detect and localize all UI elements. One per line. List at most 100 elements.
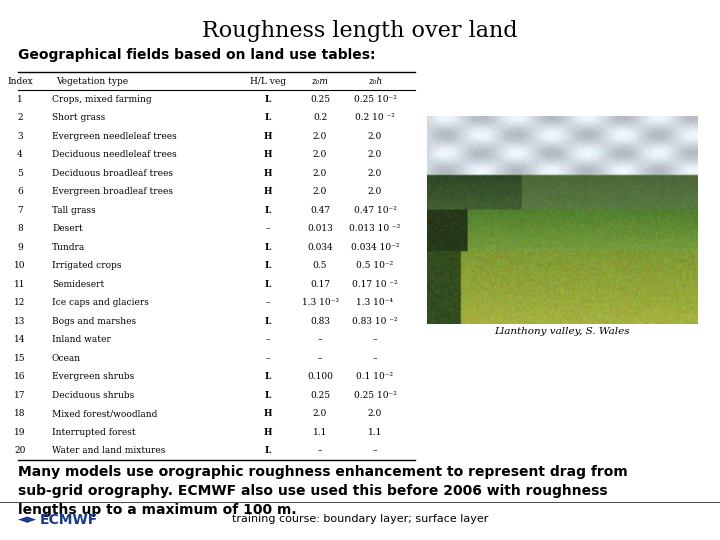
- Text: –: –: [266, 224, 270, 233]
- Text: Tall grass: Tall grass: [52, 206, 96, 215]
- Text: Bogs and marshes: Bogs and marshes: [52, 317, 136, 326]
- Text: Geographical fields based on land use tables:: Geographical fields based on land use ta…: [18, 48, 376, 62]
- Text: Vegetation type: Vegetation type: [56, 77, 128, 85]
- Text: z₀h: z₀h: [368, 77, 382, 85]
- Text: 20: 20: [14, 446, 26, 455]
- Text: 14: 14: [14, 335, 26, 345]
- Text: Desert: Desert: [52, 224, 83, 233]
- Text: 2.0: 2.0: [368, 132, 382, 141]
- Text: 1.3 10⁻⁴: 1.3 10⁻⁴: [356, 298, 394, 307]
- Text: L: L: [265, 446, 271, 455]
- Text: 2.0: 2.0: [313, 132, 327, 141]
- Text: 8: 8: [17, 224, 23, 233]
- Text: 2.0: 2.0: [313, 150, 327, 159]
- Text: Interrupted forest: Interrupted forest: [52, 428, 135, 437]
- Text: 11: 11: [14, 280, 26, 289]
- Text: 1.1: 1.1: [312, 428, 327, 437]
- Text: 0.5: 0.5: [312, 261, 328, 270]
- Text: H: H: [264, 428, 272, 437]
- Text: H: H: [264, 150, 272, 159]
- Text: 9: 9: [17, 243, 23, 252]
- Text: Short grass: Short grass: [52, 113, 105, 122]
- Text: –: –: [373, 335, 377, 345]
- Text: L: L: [265, 261, 271, 270]
- Text: 0.100: 0.100: [307, 372, 333, 381]
- Text: training course: boundary layer; surface layer: training course: boundary layer; surface…: [232, 514, 488, 524]
- Text: 0.013: 0.013: [307, 224, 333, 233]
- Text: 0.25: 0.25: [310, 94, 330, 104]
- Text: 1.3 10⁻³: 1.3 10⁻³: [302, 298, 338, 307]
- Text: 6: 6: [17, 187, 23, 196]
- Text: 0.013 10 ⁻²: 0.013 10 ⁻²: [349, 224, 401, 233]
- Text: 0.5 10⁻²: 0.5 10⁻²: [356, 261, 394, 270]
- Text: 17: 17: [14, 391, 26, 400]
- Text: Tundra: Tundra: [52, 243, 85, 252]
- Text: 0.2: 0.2: [313, 113, 327, 122]
- Text: 15: 15: [14, 354, 26, 363]
- Text: Ice caps and glaciers: Ice caps and glaciers: [52, 298, 149, 307]
- Text: 0.25: 0.25: [310, 391, 330, 400]
- Text: ◄►: ◄►: [18, 514, 37, 526]
- Text: H: H: [264, 409, 272, 418]
- Text: H: H: [264, 132, 272, 141]
- Text: 3: 3: [17, 132, 23, 141]
- Text: 0.17 10 ⁻²: 0.17 10 ⁻²: [352, 280, 398, 289]
- Text: 2.0: 2.0: [313, 409, 327, 418]
- Text: Deciduous broadleaf trees: Deciduous broadleaf trees: [52, 168, 173, 178]
- Text: 18: 18: [14, 409, 26, 418]
- Text: 19: 19: [14, 428, 26, 437]
- Text: 2.0: 2.0: [368, 187, 382, 196]
- Text: Irrigated crops: Irrigated crops: [52, 261, 122, 270]
- Text: 1.1: 1.1: [368, 428, 382, 437]
- Text: L: L: [265, 243, 271, 252]
- Text: z₀m: z₀m: [312, 77, 328, 85]
- Text: 0.034: 0.034: [307, 243, 333, 252]
- Text: 2.0: 2.0: [368, 168, 382, 178]
- Text: Deciduous needleleaf trees: Deciduous needleleaf trees: [52, 150, 176, 159]
- Text: 0.17: 0.17: [310, 280, 330, 289]
- Text: Water and land mixtures: Water and land mixtures: [52, 446, 166, 455]
- Text: 0.47 10⁻²: 0.47 10⁻²: [354, 206, 397, 215]
- Text: Semidesert: Semidesert: [52, 280, 104, 289]
- Text: 2.0: 2.0: [368, 150, 382, 159]
- Text: 12: 12: [14, 298, 26, 307]
- Text: Evergreen needleleaf trees: Evergreen needleleaf trees: [52, 132, 176, 141]
- Text: L: L: [265, 372, 271, 381]
- Text: L: L: [265, 280, 271, 289]
- Text: H: H: [264, 168, 272, 178]
- Text: –: –: [318, 354, 323, 363]
- Text: Mixed forest/woodland: Mixed forest/woodland: [52, 409, 158, 418]
- Text: Inland water: Inland water: [52, 335, 111, 345]
- Text: L: L: [265, 206, 271, 215]
- Text: ECMWF: ECMWF: [40, 513, 98, 527]
- Text: 0.83 10 ⁻²: 0.83 10 ⁻²: [352, 317, 398, 326]
- Text: H/L veg: H/L veg: [250, 77, 286, 85]
- Text: L: L: [265, 113, 271, 122]
- Text: L: L: [265, 317, 271, 326]
- Text: 0.034 10⁻²: 0.034 10⁻²: [351, 243, 400, 252]
- Text: H: H: [264, 187, 272, 196]
- Text: L: L: [265, 391, 271, 400]
- Text: 2.0: 2.0: [313, 168, 327, 178]
- Text: Deciduous shrubs: Deciduous shrubs: [52, 391, 134, 400]
- Text: 10: 10: [14, 261, 26, 270]
- Text: L: L: [265, 94, 271, 104]
- Text: Index: Index: [7, 77, 33, 85]
- Text: 0.25 10⁻²: 0.25 10⁻²: [354, 391, 397, 400]
- Text: –: –: [266, 354, 270, 363]
- Text: 2: 2: [17, 113, 23, 122]
- Text: –: –: [266, 298, 270, 307]
- Text: Crops, mixed farming: Crops, mixed farming: [52, 94, 152, 104]
- Text: 0.25 10⁻²: 0.25 10⁻²: [354, 94, 397, 104]
- Text: 2.0: 2.0: [313, 187, 327, 196]
- Text: 2.0: 2.0: [368, 409, 382, 418]
- Text: 7: 7: [17, 206, 23, 215]
- Text: Ocean: Ocean: [52, 354, 81, 363]
- Text: 5: 5: [17, 168, 23, 178]
- Text: 1: 1: [17, 94, 23, 104]
- Text: Roughness length over land: Roughness length over land: [202, 20, 518, 42]
- Text: Evergreen broadleaf trees: Evergreen broadleaf trees: [52, 187, 173, 196]
- Text: Many models use orographic roughness enhancement to represent drag from
sub-grid: Many models use orographic roughness enh…: [18, 465, 628, 517]
- Text: Llanthony valley, S. Wales: Llanthony valley, S. Wales: [494, 327, 630, 336]
- Text: 16: 16: [14, 372, 26, 381]
